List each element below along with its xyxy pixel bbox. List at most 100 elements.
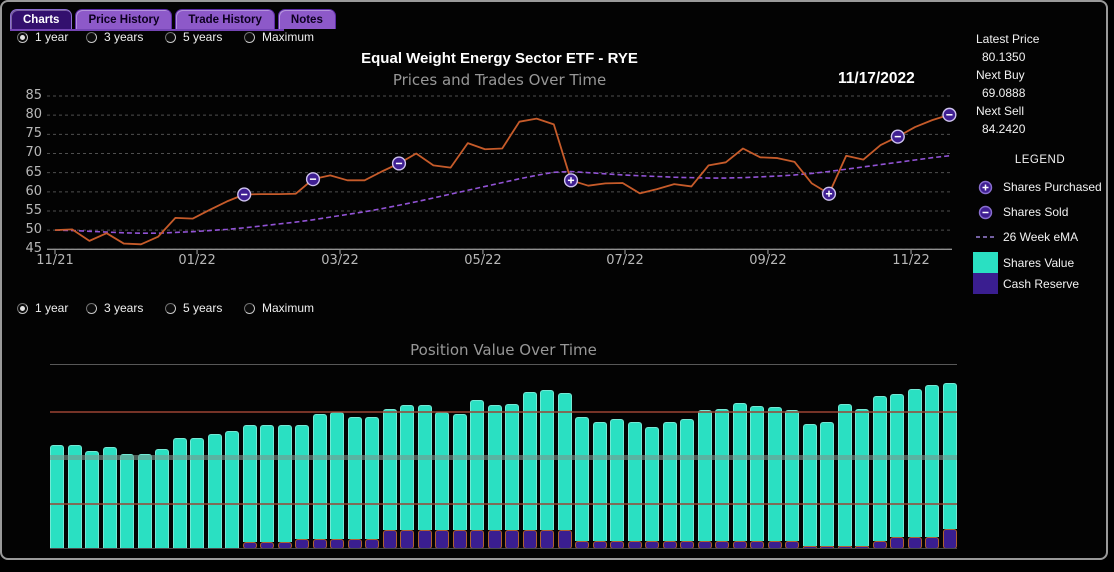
- radio-button-icon[interactable]: [86, 31, 97, 43]
- shares-value-segment: [347, 417, 362, 540]
- radio-button-icon[interactable]: [17, 302, 28, 314]
- position-bar: [435, 365, 449, 549]
- shares-value-segment: [172, 438, 187, 549]
- cash-reserve-segment: [470, 530, 484, 549]
- position-bar: [592, 365, 607, 549]
- radio-button-icon[interactable]: [165, 302, 176, 314]
- y-tick-label: 65: [25, 164, 42, 180]
- shares-value-segment: [890, 394, 904, 538]
- shares-value-segment: [522, 392, 537, 531]
- radio-button-icon[interactable]: [17, 31, 28, 43]
- shares-value-segment: [697, 410, 712, 542]
- position-bar: [190, 365, 204, 549]
- position-bar: [400, 365, 414, 549]
- shares-value-segment: [260, 425, 274, 543]
- maroon-reference-line: [50, 502, 957, 505]
- position-bar: [102, 365, 117, 549]
- radio-maximum-top[interactable]: Maximum: [244, 30, 314, 44]
- cash-reserve-segment: [417, 530, 432, 549]
- position-bar: [312, 365, 327, 549]
- shares-value-segment: [102, 447, 117, 549]
- position-bar: [470, 365, 484, 549]
- cash-reserve-segment: [400, 530, 414, 549]
- position-bar: [680, 365, 694, 549]
- legend-item-shares-sold: Shares Sold: [973, 202, 1107, 222]
- radio-label: 5 years: [183, 30, 223, 44]
- price-chart-x-axis-labels: 11/21 01/22 03/22 05/22 07/22 09/22 11/22: [36, 253, 952, 271]
- tab-notes[interactable]: Notes: [277, 9, 336, 29]
- radio-label: 3 years: [104, 30, 144, 44]
- radio-3-years-top[interactable]: 3 years: [86, 30, 143, 44]
- y-tick-label: 45: [25, 241, 42, 257]
- axis-bottom-reference-line: [50, 548, 957, 549]
- radio-3-years-bottom[interactable]: 3 years: [86, 301, 143, 315]
- cash-reserve-segment: [942, 528, 957, 549]
- radio-label: Maximum: [262, 30, 315, 44]
- y-tick-label: 85: [25, 88, 42, 103]
- cash-reserve-segment: [435, 530, 449, 549]
- x-tick-label: 03/22: [321, 253, 359, 268]
- radio-1-year-bottom[interactable]: 1 year: [17, 301, 68, 315]
- position-bar: [207, 365, 222, 549]
- position-bar: [330, 365, 344, 549]
- shares-value-segment: [365, 417, 379, 540]
- shares-value-segment: [505, 404, 519, 531]
- shares-value-segment: [155, 449, 169, 549]
- cash-reserve-segment: [382, 530, 397, 549]
- next-sell-label: Next Sell: [976, 104, 1025, 118]
- grid-top-reference-line: [50, 364, 957, 365]
- shares-value-segment: [557, 392, 572, 531]
- radio-maximum-bottom[interactable]: Maximum: [244, 301, 314, 315]
- cash-reserve-segment: [522, 530, 537, 549]
- legend-label: 26 Week eMA: [1003, 230, 1079, 244]
- position-bar: [452, 365, 467, 549]
- position-bar: [417, 365, 432, 549]
- teal-swatch-icon: [973, 252, 998, 273]
- position-bar: [802, 365, 817, 549]
- legend-label: Cash Reserve: [1003, 276, 1080, 291]
- tab-trade-history[interactable]: Trade History: [175, 9, 275, 29]
- radio-5-years-bottom[interactable]: 5 years: [165, 301, 222, 315]
- legend-item-shares-purchased: Shares Purchased: [973, 177, 1107, 197]
- info-panel: Latest Price 80.1350 Next Buy 69.0888 Ne…: [975, 32, 1105, 140]
- radio-1-year-top[interactable]: 1 year: [17, 30, 68, 44]
- next-sell-value: 84.2420: [982, 122, 1026, 136]
- shares-value-segment: [120, 454, 134, 549]
- position-bar: [715, 365, 729, 549]
- position-bar: [890, 365, 904, 549]
- shares-value-segment: [592, 422, 607, 542]
- radio-label: 3 years: [104, 301, 144, 315]
- shares-value-segment: [662, 422, 677, 542]
- position-bar: [505, 365, 519, 549]
- latest-price-label: Latest Price: [976, 32, 1040, 46]
- tab-charts[interactable]: Charts: [10, 9, 73, 29]
- shares-value-segment: [85, 450, 99, 549]
- position-chart-title: Position Value Over Time: [410, 341, 597, 359]
- legend-label: Shares Purchased: [1003, 180, 1102, 194]
- shares-value-segment: [820, 422, 834, 547]
- cash-reserve-segment: [487, 530, 502, 549]
- shares-value-segment: [715, 408, 729, 542]
- x-tick-label: 11/22: [892, 253, 930, 268]
- next-buy-label: Next Buy: [976, 68, 1025, 82]
- radio-button-icon[interactable]: [244, 302, 255, 314]
- radio-button-icon[interactable]: [165, 31, 176, 43]
- position-bar: [820, 365, 834, 549]
- ema-line: [54, 154, 950, 235]
- position-bar: [697, 365, 712, 549]
- chart-date-annotation: 11/17/2022: [838, 70, 915, 87]
- position-bar: [242, 365, 257, 549]
- shares-value-segment: [802, 424, 817, 547]
- y-tick-label: 80: [25, 107, 42, 123]
- radio-5-years-top[interactable]: 5 years: [165, 30, 222, 44]
- band-reference-line: [50, 455, 957, 461]
- legend-label: Shares Value: [1003, 255, 1075, 270]
- shares-value-segment: [470, 399, 484, 531]
- position-bar: [557, 365, 572, 549]
- next-buy-value: 69.0888: [982, 86, 1026, 100]
- shares-value-segment: [487, 404, 502, 531]
- radio-button-icon[interactable]: [86, 302, 97, 314]
- radio-button-icon[interactable]: [244, 31, 255, 43]
- tab-price-history[interactable]: Price History: [75, 9, 173, 29]
